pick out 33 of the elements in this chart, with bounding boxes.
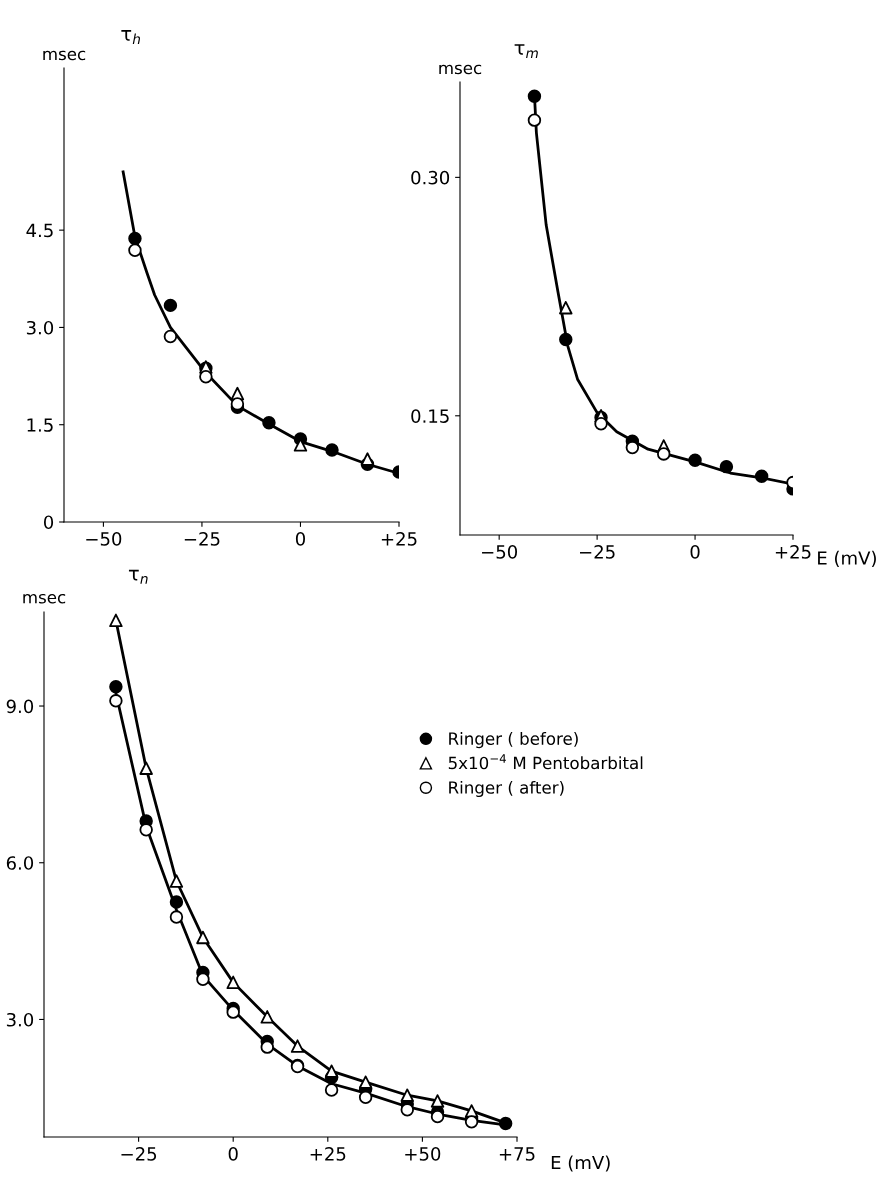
x-tick-label: +25: [310, 1147, 346, 1161]
chart-title: τ$_{m}$: [514, 44, 538, 58]
y-tick-label: 3.0: [26, 320, 54, 335]
y-tick-label: 0.15: [411, 409, 449, 423]
x-tick-label: +75: [499, 1147, 535, 1161]
x-tick-label: 0: [690, 545, 700, 559]
y-axis-title: msec: [43, 50, 86, 61]
y-tick-label: 0.30: [411, 170, 450, 185]
x-tick-label: 0: [295, 532, 306, 546]
x-axis-title: E (mV): [551, 1155, 610, 1172]
x-tick-label: −25: [579, 545, 615, 559]
y-tick-label: 3.0: [6, 1012, 34, 1027]
chart-title: τ$_{n}$: [128, 569, 148, 584]
x-tick-label: −25: [184, 532, 220, 546]
y-axis-title: msec: [439, 64, 482, 75]
x-tick-label: −50: [86, 532, 122, 546]
x-tick-label: −50: [482, 545, 518, 559]
y-tick-label: 0: [43, 515, 54, 530]
y-tick-label: 6.0: [6, 856, 34, 870]
legend-label: Ringer ( after): [449, 780, 564, 798]
y-axis-title: msec: [23, 593, 66, 604]
legend-label: 5x10$^{−4}$ M Pentobarbital: [448, 754, 643, 770]
y-tick-label: 4.5: [26, 223, 53, 238]
x-tick-label: +25: [775, 545, 811, 559]
chart-title: τ$_{h}$: [121, 30, 140, 44]
y-tick-label: 1.5: [27, 418, 53, 432]
x-tick-label: +25: [381, 532, 417, 546]
x-tick-label: +50: [405, 1147, 441, 1161]
y-tick-label: 9.0: [6, 699, 34, 714]
x-tick-label: 0: [228, 1147, 238, 1161]
legend-label: Ringer ( before): [449, 732, 578, 749]
x-axis-title: E (mV): [818, 550, 876, 567]
x-tick-label: −25: [121, 1147, 157, 1161]
